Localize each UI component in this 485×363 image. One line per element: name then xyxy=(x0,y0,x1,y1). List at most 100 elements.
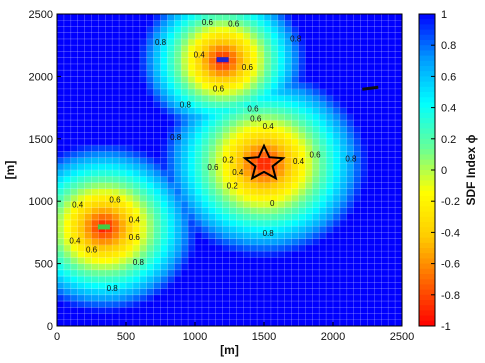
heatmap-cell xyxy=(326,70,334,77)
heatmap-cell xyxy=(381,32,389,40)
heatmap-cell xyxy=(326,20,334,27)
heatmap-cell xyxy=(270,207,279,214)
heatmap-cell xyxy=(229,244,237,252)
heatmap-cell xyxy=(395,95,403,102)
heatmap-cell xyxy=(312,26,320,34)
heatmap-cell xyxy=(181,232,189,239)
heatmap-cell xyxy=(98,70,106,77)
colorbar-segment xyxy=(419,76,435,82)
heatmap-cell xyxy=(284,226,292,233)
colorbar-tick-label: 0.6 xyxy=(441,71,456,83)
heatmap-cell xyxy=(98,51,106,58)
heatmap-cell xyxy=(319,301,327,308)
heatmap-cell xyxy=(305,288,313,296)
heatmap-cell xyxy=(126,132,134,140)
heatmap-cell xyxy=(153,38,161,46)
heatmap-cell xyxy=(167,282,175,289)
heatmap-cell xyxy=(201,232,210,239)
contour-label: 0.8 xyxy=(263,229,275,238)
heatmap-cell xyxy=(250,107,258,115)
heatmap-cell xyxy=(388,45,396,52)
heatmap-cell xyxy=(360,176,368,183)
heatmap-cell xyxy=(119,70,127,77)
colorbar xyxy=(418,13,436,327)
heatmap-cell xyxy=(326,88,334,96)
heatmap-cell xyxy=(98,201,106,208)
heatmap-cell xyxy=(243,38,251,46)
heatmap-cell xyxy=(174,57,182,65)
heatmap-cell xyxy=(291,163,299,171)
heatmap-cell xyxy=(298,45,306,52)
heatmap-cell xyxy=(360,226,368,233)
heatmap-cell xyxy=(395,138,403,146)
heatmap-cell xyxy=(215,26,223,34)
heatmap-cell xyxy=(388,38,396,46)
heatmap-cell xyxy=(57,207,65,214)
heatmap-cell xyxy=(201,113,210,121)
heatmap-cell xyxy=(264,288,272,296)
heatmap-cell xyxy=(119,151,127,158)
heatmap-cell xyxy=(367,207,375,214)
heatmap-cell xyxy=(105,132,113,140)
heatmap-cell xyxy=(84,319,92,327)
heatmap-cell xyxy=(222,257,230,264)
heatmap-cell xyxy=(305,38,313,46)
colorbar-segment xyxy=(419,237,435,244)
heatmap-cell xyxy=(236,288,244,296)
heatmap-cell xyxy=(222,82,230,90)
heatmap-cell xyxy=(388,113,396,121)
heatmap-cell xyxy=(250,207,258,214)
heatmap-cell xyxy=(146,120,154,127)
heatmap-cell xyxy=(57,251,65,258)
heatmap-cell xyxy=(132,70,141,77)
heatmap-cell xyxy=(77,232,85,239)
heatmap-cell xyxy=(174,194,182,202)
heatmap-cell xyxy=(146,157,154,165)
heatmap-cell xyxy=(250,101,258,108)
heatmap-cell xyxy=(346,138,354,146)
heatmap-cell xyxy=(243,232,251,239)
heatmap-cell xyxy=(57,257,65,264)
heatmap-cell xyxy=(388,151,396,158)
heatmap-cell xyxy=(333,14,341,21)
heatmap-cell xyxy=(181,301,189,308)
heatmap-cell xyxy=(319,207,327,214)
heatmap-cell xyxy=(326,269,334,277)
heatmap-cell xyxy=(181,294,189,302)
heatmap-cell xyxy=(57,238,65,246)
heatmap-cell xyxy=(167,263,175,271)
heatmap-cell xyxy=(277,263,285,271)
heatmap-cell xyxy=(188,107,196,115)
heatmap-cell xyxy=(319,163,327,171)
heatmap-cell xyxy=(215,145,223,152)
heatmap-cell xyxy=(98,76,106,83)
heatmap-cell xyxy=(298,194,306,202)
x-tick-label: 1500 xyxy=(252,331,276,343)
heatmap-cell xyxy=(360,76,368,83)
heatmap-cell xyxy=(167,132,175,140)
heatmap-cell xyxy=(305,145,313,152)
heatmap-cell xyxy=(139,120,147,127)
heatmap-cell xyxy=(146,95,154,102)
heatmap-cell xyxy=(208,201,216,208)
heatmap-cell xyxy=(84,132,92,140)
heatmap-cell xyxy=(146,313,154,321)
heatmap-cell xyxy=(181,101,189,108)
heatmap-cell xyxy=(388,257,396,264)
heatmap-cell xyxy=(112,244,120,252)
heatmap-cell xyxy=(132,201,141,208)
heatmap-cell xyxy=(105,88,113,96)
heatmap-cell xyxy=(181,170,189,177)
heatmap-cell xyxy=(243,201,251,208)
heatmap-cell xyxy=(319,319,327,327)
heatmap-cell xyxy=(146,207,154,214)
heatmap-cell xyxy=(77,188,85,196)
heatmap-cell xyxy=(388,170,396,177)
heatmap-cell xyxy=(305,132,313,140)
heatmap-cell xyxy=(229,151,237,158)
heatmap-cell xyxy=(208,213,216,221)
heatmap-cell xyxy=(284,120,292,127)
heatmap-cell xyxy=(57,282,65,289)
heatmap-cell xyxy=(395,126,403,133)
heatmap-cell xyxy=(188,301,196,308)
